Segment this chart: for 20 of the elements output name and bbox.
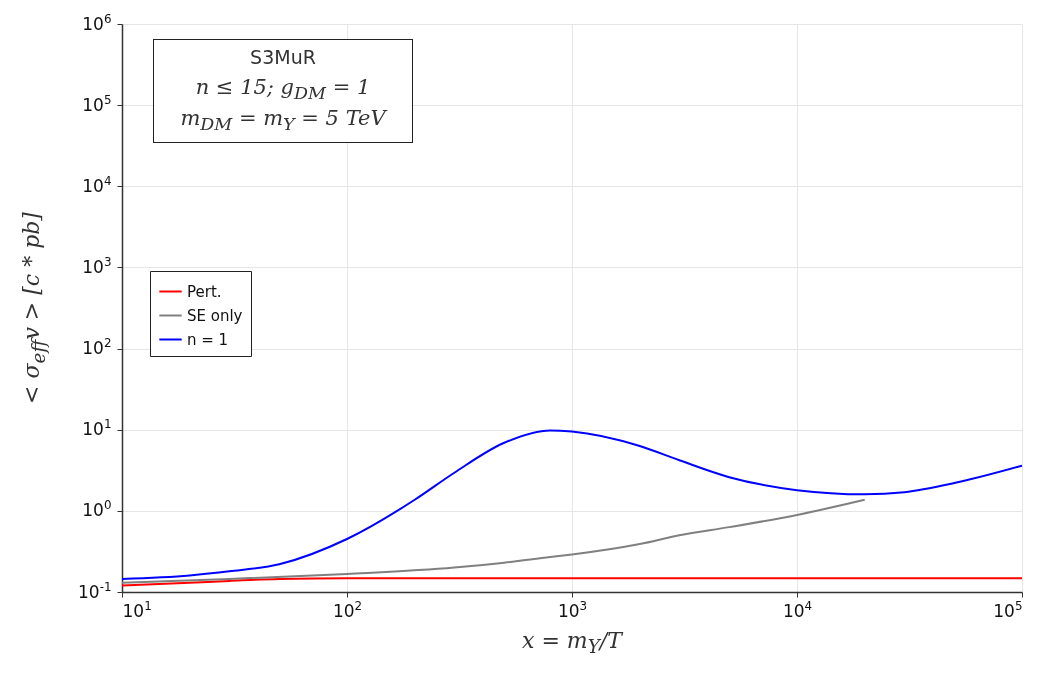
y-tick-label: 10$^{4}$ [82,173,112,196]
y-tick-label: 10$^{2}$ [82,336,112,359]
y-tick-label: 10$^{6}$ [82,11,112,34]
y-tick-label: 10$^{5}$ [82,92,112,115]
annotation: S3MuR [249,46,317,70]
x-tick-label: 10$^{2}$ [332,598,363,621]
y-tick-label: 10$^{1}$ [82,417,112,440]
legend-label: SE only [187,306,243,325]
x-tick-label: 10$^{4}$ [782,598,813,621]
x-tick-label: 10$^{3}$ [557,598,588,621]
legend-label: Pert. [187,282,222,301]
legend-label: n = 1 [187,330,229,349]
y-tick-label: 10$^{-1}$ [78,579,112,602]
x-tick-label: 10$^{1}$ [122,598,152,621]
y-tick-label: 10$^{3}$ [82,254,112,277]
x-axis-title: x = m$_{Y}$/T [522,628,622,658]
annotation: n ≤ 15; g$_{DM}$ = 1 [194,73,372,105]
x-tick-label: 10$^{5}$ [993,598,1023,621]
y-tick-label: 10$^{0}$ [82,498,112,521]
annotation: m$_{DM}$ = m$_{Y}$ = 5 TeV [179,104,389,136]
